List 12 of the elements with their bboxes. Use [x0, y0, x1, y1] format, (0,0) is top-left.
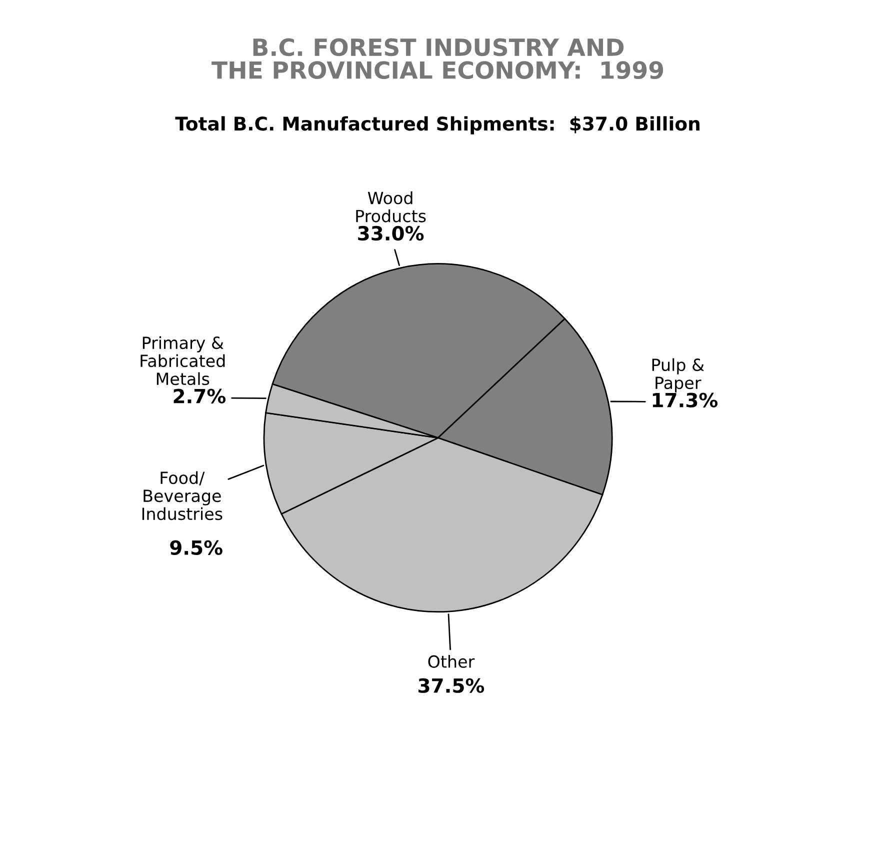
data-label: 33.0%: [358, 226, 424, 241]
slice-label: Primary & Fabricated Metals: [140, 336, 225, 386]
slice-label: Food/ Beverage Industries: [142, 471, 222, 520]
data-label: 2.7%: [174, 388, 226, 404]
data-label: 17.3%: [652, 392, 718, 408]
data-label: 37.5%: [418, 678, 484, 693]
slice-label: Wood Products: [356, 191, 426, 222]
slice-label: Other: [428, 654, 475, 668]
chart-title: B.C. FOREST INDUSTRY AND THE PROVINCIAL ECONOMY: 1999: [212, 38, 664, 80]
data-label: 9.5%: [170, 540, 222, 555]
slice-label: Pulp & Paper: [652, 358, 704, 392]
chart-subtitle: Total B.C. Manufactured Shipments: $37.0 Billion: [175, 116, 700, 134]
